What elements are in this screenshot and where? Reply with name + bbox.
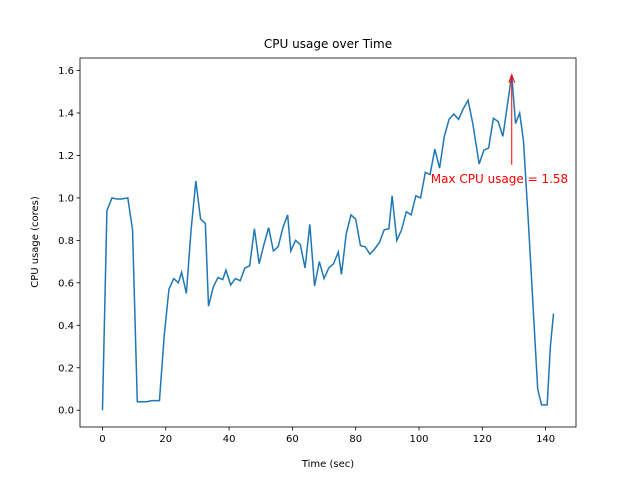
chart-title: CPU usage over Time (264, 37, 392, 51)
y-tick-label: 0.4 (58, 321, 74, 332)
x-tick-label: 140 (536, 434, 555, 445)
annotation-arrowhead (508, 73, 516, 83)
x-tick-label: 20 (159, 434, 172, 445)
x-tick-label: 60 (286, 434, 299, 445)
y-tick-label: 1.6 (58, 66, 74, 77)
line (101, 74, 555, 411)
y-tick-label: 1.4 (58, 108, 74, 119)
x-tick-label: 100 (409, 434, 428, 445)
y-tick-label: 1.0 (58, 193, 74, 204)
y-tick-label: 0.6 (58, 278, 74, 289)
x-tick-label: 80 (349, 434, 362, 445)
axes-frame (79, 57, 577, 428)
y-axis-label: CPU usage (cores) (30, 196, 41, 288)
x-tick-label: 120 (473, 434, 492, 445)
x-tick-label: 40 (223, 434, 236, 445)
x-tick-label: 0 (99, 434, 105, 445)
y-tick-label: 0.8 (58, 236, 74, 247)
y-tick-label: 0.0 (58, 406, 74, 417)
y-tick-label: 0.2 (58, 363, 74, 374)
y-tick-label: 1.2 (58, 151, 74, 162)
x-axis-label: Time (sec) (301, 459, 354, 470)
annotation-text: Max CPU usage = 1.58 (431, 172, 568, 186)
